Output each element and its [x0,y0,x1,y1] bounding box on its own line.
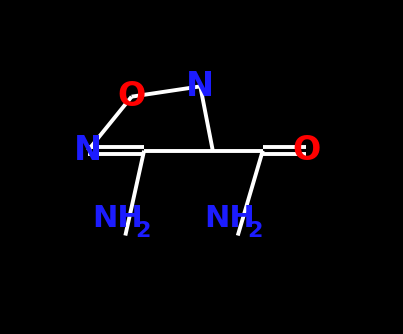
Text: 2: 2 [135,221,150,241]
Text: 2: 2 [247,221,263,241]
Text: N: N [186,70,214,103]
Text: NH: NH [92,204,143,233]
Text: NH: NH [205,204,256,233]
Text: O: O [292,134,321,167]
Text: O: O [117,80,146,113]
Text: N: N [74,134,102,167]
